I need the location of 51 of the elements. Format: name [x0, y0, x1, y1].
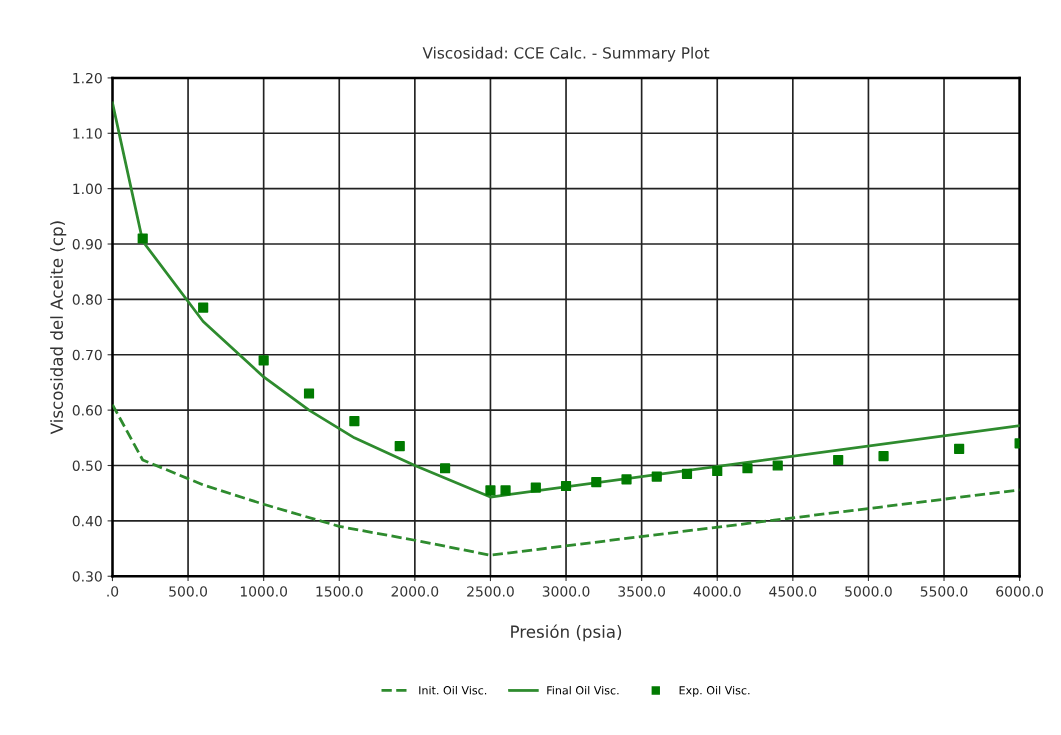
- x-tick-label: 500.0: [169, 586, 208, 597]
- x-tick-label: 5000.0: [845, 586, 892, 597]
- point: [681, 468, 693, 479]
- x-tick-label: 3500.0: [618, 586, 666, 597]
- y-tick-label: 0.70: [72, 349, 102, 361]
- y-tick-label: 1.20: [73, 72, 102, 84]
- point: [394, 441, 405, 452]
- x-tick-label: 6000.0: [996, 586, 1043, 597]
- point: [485, 485, 496, 496]
- point: [772, 460, 783, 471]
- point: [137, 233, 148, 244]
- y-tick-label: 0.60: [72, 405, 102, 416]
- point: [954, 443, 965, 454]
- y-tick-label: 1.00: [73, 183, 102, 195]
- y-tick-label: 0.50: [72, 460, 102, 471]
- legend-label: Final Oil Visc.: [547, 685, 619, 695]
- point: [349, 416, 360, 427]
- y-tick-label: 0.40: [72, 515, 102, 527]
- x-tick-label: 1500.0: [316, 586, 363, 597]
- point: [303, 388, 315, 399]
- legend-label: Exp. Oil Visc.: [679, 685, 750, 697]
- point: [198, 302, 209, 313]
- x-tick-label: 2500.0: [467, 586, 514, 597]
- point: [878, 451, 889, 462]
- point: [833, 454, 844, 466]
- x-tick-label: 4500.0: [769, 586, 817, 597]
- x-tick-label: 1000.0: [240, 586, 288, 597]
- y-tick-label: 0.30: [72, 571, 102, 582]
- point: [258, 355, 269, 366]
- chart-title: Viscosidad: CCE Calc. - Summary Plot: [422, 46, 710, 62]
- line-series: [112, 101, 1020, 499]
- point: [591, 477, 602, 488]
- x-tick-label: .0: [107, 586, 119, 597]
- legend-label: Init. Oil Visc.: [419, 685, 487, 695]
- point: [500, 485, 511, 496]
- point: [712, 465, 723, 477]
- x-tick-label: 5500.0: [920, 586, 968, 597]
- y-tick-label: 0.90: [72, 238, 102, 250]
- point: [742, 463, 753, 474]
- point: [440, 463, 451, 474]
- x-tick-label: 3000.0: [542, 586, 590, 597]
- point: [651, 471, 662, 482]
- y-tick-label: 1.10: [73, 128, 102, 139]
- point: [560, 480, 572, 492]
- x-tick-label: 4000.0: [693, 586, 741, 597]
- y-axis-title: Viscosidad del Aceite (cp): [50, 221, 67, 435]
- y-tick-label: 0.80: [72, 294, 102, 305]
- point: [621, 474, 632, 485]
- x-tick-label: 2000.0: [391, 586, 439, 597]
- point: [530, 482, 541, 493]
- x-axis-title: Presión (psia): [511, 624, 622, 642]
